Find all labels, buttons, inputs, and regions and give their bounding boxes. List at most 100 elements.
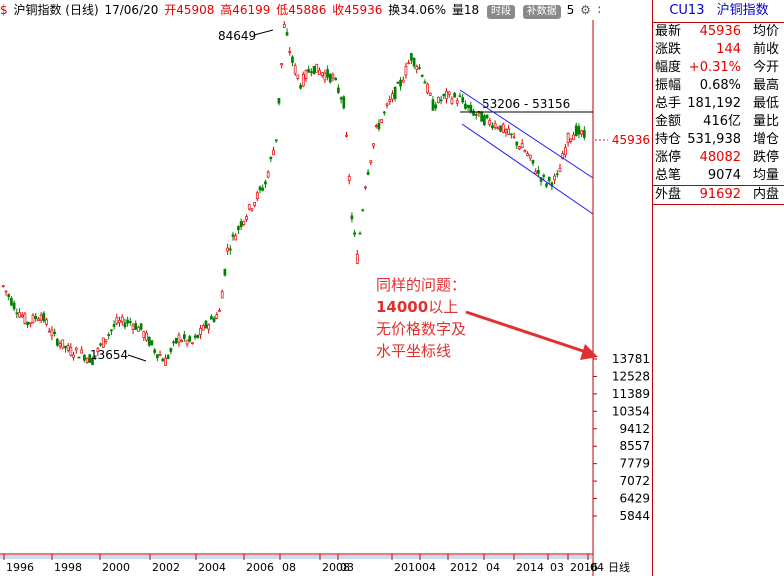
candle-body xyxy=(99,343,102,346)
quote-label: 持仓 xyxy=(655,132,682,147)
candle-body xyxy=(285,32,289,36)
candle-body xyxy=(526,153,529,156)
candle-body xyxy=(34,315,38,320)
candle-body xyxy=(350,215,354,220)
candle-body xyxy=(393,86,397,99)
current-price-label: 45936 xyxy=(612,133,650,147)
time-segment-button[interactable]: 时段 xyxy=(486,5,515,19)
candle-body xyxy=(304,70,308,80)
candle-body xyxy=(312,65,316,75)
candle-body xyxy=(223,268,227,276)
candle-body xyxy=(164,357,167,366)
quote-label-secondary: 均量 xyxy=(752,168,779,183)
quote-label-secondary: 增仓 xyxy=(752,132,779,147)
low-label: 13654 xyxy=(90,348,128,362)
candle-body xyxy=(366,171,370,175)
candle-body xyxy=(210,316,213,320)
candle-body xyxy=(453,92,456,98)
candle-body xyxy=(334,77,338,81)
candle-body xyxy=(447,91,451,95)
candle-body xyxy=(53,331,56,334)
candle-body xyxy=(126,319,129,324)
candle-body xyxy=(239,221,243,228)
candle-body xyxy=(396,82,400,84)
quote-value: 531,938 xyxy=(687,132,741,147)
candle-body xyxy=(407,62,411,65)
quote-label: 金额 xyxy=(655,114,682,129)
candle-body xyxy=(228,248,232,251)
candle-body xyxy=(180,339,184,342)
candle-body xyxy=(401,79,405,83)
volume-value: 量18 xyxy=(451,3,480,17)
order-flow-rows: 外盘 91692 内盘 xyxy=(653,186,784,204)
candle-body xyxy=(145,332,148,341)
x-tick-label: 2016 xyxy=(570,561,598,574)
candle-body xyxy=(320,72,324,76)
candle-body xyxy=(515,141,519,146)
quote-row: 涨停 48082 跌停 xyxy=(653,149,784,167)
candle-body xyxy=(128,321,132,323)
quote-value: 9074 xyxy=(707,168,741,183)
candle-body xyxy=(169,348,173,352)
candle-body xyxy=(364,186,367,189)
x-tick-label: 04 xyxy=(422,561,436,574)
candle-body xyxy=(147,337,151,346)
y-tick-label: 13781 xyxy=(612,352,650,366)
quote-row: 最新 45936 均价 xyxy=(653,23,784,41)
candle-body xyxy=(404,65,408,76)
candle-body xyxy=(55,338,59,346)
instrument-title[interactable]: CU13 沪铜指数 xyxy=(653,0,784,23)
candle-body xyxy=(10,298,13,306)
close-icon[interactable]: ✕ xyxy=(597,3,600,17)
candle-body xyxy=(450,98,454,104)
annotation-line4: 水平坐标线 xyxy=(376,342,452,360)
instrument-code: CU13 xyxy=(669,3,705,18)
candle-body xyxy=(323,72,327,81)
candle-body xyxy=(420,74,424,77)
candle-body xyxy=(166,355,170,359)
low-leader xyxy=(127,354,147,362)
panel-divider xyxy=(653,204,784,205)
candle-body xyxy=(188,336,192,342)
candle-body xyxy=(412,57,416,67)
candle-body xyxy=(1,285,5,288)
candle-body xyxy=(120,316,124,323)
instrument-name: 沪铜指数 xyxy=(716,3,769,18)
candle-body xyxy=(377,122,381,130)
candle-body xyxy=(207,324,211,330)
candle-body xyxy=(488,120,492,125)
x-tick-label: 1998 xyxy=(54,561,82,574)
x-tick-label: 1996 xyxy=(6,561,34,574)
candle-body xyxy=(347,175,351,181)
candle-body xyxy=(331,74,335,79)
candle-body xyxy=(399,79,402,87)
candle-body xyxy=(50,329,54,337)
candle-body xyxy=(155,354,159,359)
candle-body xyxy=(77,356,81,359)
candle-body xyxy=(542,174,546,177)
candle-body xyxy=(26,321,29,325)
candle-body xyxy=(574,125,578,137)
candle-body xyxy=(496,127,500,130)
candle-body xyxy=(74,347,78,351)
y-tick-label: 5844 xyxy=(619,509,650,523)
panel-divider xyxy=(653,185,784,186)
candle-body xyxy=(445,90,448,100)
settings-icon[interactable]: ⚙ xyxy=(580,3,591,17)
candle-body xyxy=(547,176,551,182)
fill-data-button[interactable]: 补数据 xyxy=(522,5,561,19)
x-tick-label: 2006 xyxy=(246,561,274,574)
candle-body xyxy=(264,181,267,185)
candle-body xyxy=(418,67,421,70)
candle-body xyxy=(415,66,419,70)
quote-row: 金额 416亿 量比 xyxy=(653,113,784,131)
candle-body xyxy=(442,93,446,97)
quote-label-secondary: 跌停 xyxy=(752,150,779,165)
turnover-rate: 换34.06% xyxy=(388,3,447,17)
y-tick-label: 11389 xyxy=(612,387,650,401)
channel-lower xyxy=(461,123,594,215)
candle-body xyxy=(88,354,92,363)
candle-body xyxy=(504,129,508,133)
x-axis-label: 日线 xyxy=(608,560,630,574)
candle-body xyxy=(299,84,302,89)
